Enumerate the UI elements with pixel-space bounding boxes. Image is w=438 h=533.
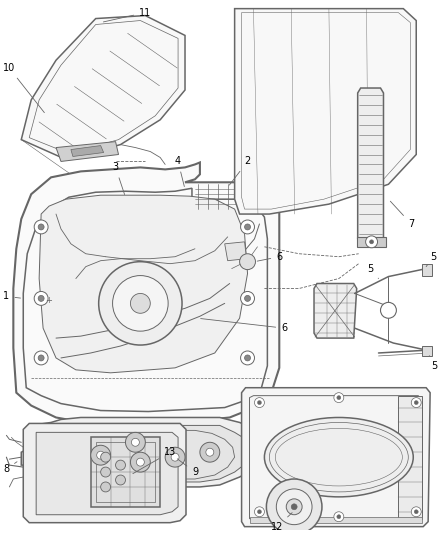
Circle shape bbox=[171, 453, 179, 461]
Polygon shape bbox=[21, 15, 185, 159]
Circle shape bbox=[337, 395, 341, 400]
Circle shape bbox=[334, 393, 344, 402]
Ellipse shape bbox=[265, 417, 413, 497]
Circle shape bbox=[244, 355, 251, 361]
Circle shape bbox=[91, 445, 110, 465]
Circle shape bbox=[258, 510, 261, 514]
Circle shape bbox=[240, 351, 254, 365]
Circle shape bbox=[38, 355, 44, 361]
Circle shape bbox=[113, 276, 168, 331]
Polygon shape bbox=[399, 395, 422, 519]
Polygon shape bbox=[56, 142, 119, 161]
Text: 11: 11 bbox=[103, 7, 152, 22]
Text: 1: 1 bbox=[4, 292, 21, 302]
Text: 12: 12 bbox=[271, 513, 292, 531]
Text: 6: 6 bbox=[257, 252, 283, 262]
Circle shape bbox=[370, 240, 374, 244]
Text: 7: 7 bbox=[390, 201, 414, 229]
Text: 2: 2 bbox=[230, 157, 251, 185]
Polygon shape bbox=[71, 146, 104, 157]
Circle shape bbox=[116, 460, 125, 470]
Polygon shape bbox=[250, 516, 422, 523]
Circle shape bbox=[244, 295, 251, 301]
Circle shape bbox=[240, 220, 254, 234]
Polygon shape bbox=[422, 346, 432, 356]
Circle shape bbox=[200, 442, 220, 462]
Circle shape bbox=[244, 224, 251, 230]
Circle shape bbox=[254, 398, 265, 408]
Polygon shape bbox=[23, 423, 186, 523]
Text: 3: 3 bbox=[113, 163, 124, 195]
Circle shape bbox=[254, 507, 265, 516]
Circle shape bbox=[101, 467, 110, 477]
Circle shape bbox=[411, 507, 421, 516]
Circle shape bbox=[291, 504, 297, 510]
Circle shape bbox=[136, 458, 145, 466]
Polygon shape bbox=[235, 9, 416, 214]
Circle shape bbox=[165, 447, 185, 467]
Circle shape bbox=[414, 510, 418, 514]
Circle shape bbox=[34, 351, 48, 365]
Circle shape bbox=[99, 262, 182, 345]
Circle shape bbox=[266, 479, 322, 533]
Polygon shape bbox=[422, 264, 432, 276]
Text: 5: 5 bbox=[367, 264, 378, 279]
Circle shape bbox=[34, 292, 48, 305]
Circle shape bbox=[131, 294, 150, 313]
Polygon shape bbox=[242, 387, 430, 527]
Circle shape bbox=[38, 224, 44, 230]
Circle shape bbox=[34, 220, 48, 234]
Circle shape bbox=[240, 292, 254, 305]
Circle shape bbox=[101, 452, 110, 462]
Circle shape bbox=[258, 401, 261, 405]
Text: 6: 6 bbox=[201, 319, 287, 333]
Circle shape bbox=[414, 401, 418, 405]
Polygon shape bbox=[357, 237, 386, 247]
Circle shape bbox=[366, 236, 378, 248]
Text: 9: 9 bbox=[177, 459, 198, 477]
Text: 13: 13 bbox=[133, 447, 176, 474]
Polygon shape bbox=[225, 242, 247, 261]
Circle shape bbox=[116, 475, 125, 485]
Circle shape bbox=[286, 499, 302, 515]
Circle shape bbox=[125, 432, 145, 452]
Polygon shape bbox=[36, 432, 178, 515]
Circle shape bbox=[97, 451, 105, 459]
Circle shape bbox=[38, 295, 44, 301]
Circle shape bbox=[276, 489, 312, 524]
Polygon shape bbox=[13, 163, 279, 425]
Text: 5: 5 bbox=[426, 252, 436, 266]
Polygon shape bbox=[91, 438, 160, 507]
Text: 5: 5 bbox=[429, 356, 437, 371]
Circle shape bbox=[337, 515, 341, 519]
Polygon shape bbox=[314, 284, 357, 338]
Text: 4: 4 bbox=[175, 157, 184, 187]
Text: +: + bbox=[46, 296, 53, 305]
Circle shape bbox=[131, 452, 150, 472]
Polygon shape bbox=[39, 195, 247, 373]
Polygon shape bbox=[56, 425, 250, 482]
Circle shape bbox=[411, 398, 421, 408]
Circle shape bbox=[240, 254, 255, 270]
Circle shape bbox=[334, 512, 344, 522]
Text: 8: 8 bbox=[4, 462, 17, 474]
Circle shape bbox=[381, 302, 396, 318]
Circle shape bbox=[206, 448, 214, 456]
Circle shape bbox=[101, 482, 110, 492]
Text: 10: 10 bbox=[3, 63, 44, 112]
Polygon shape bbox=[21, 417, 265, 487]
Polygon shape bbox=[358, 88, 384, 244]
Circle shape bbox=[131, 438, 139, 446]
